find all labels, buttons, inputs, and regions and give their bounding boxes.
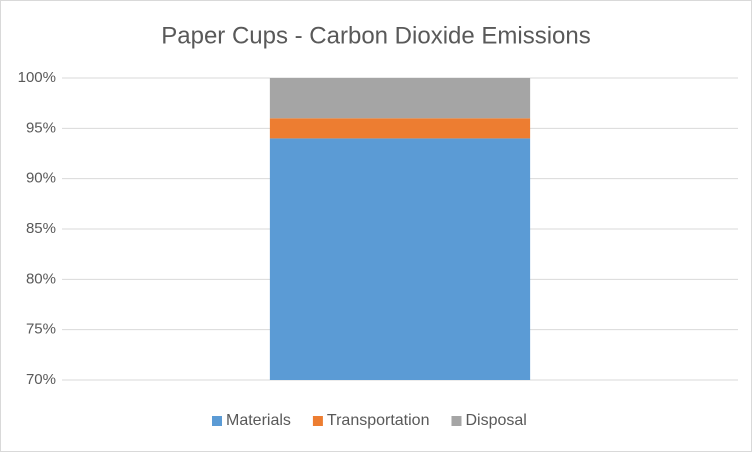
- legend-label: Materials: [226, 412, 291, 429]
- legend-label: Transportation: [327, 412, 430, 429]
- bar-segment: [269, 118, 531, 139]
- y-tick-label: 70%: [26, 371, 56, 388]
- y-tick-label: 80%: [26, 270, 56, 287]
- y-tick-label: 95%: [26, 119, 56, 136]
- bar-segment: [269, 138, 531, 380]
- legend-swatch: [312, 416, 323, 426]
- y-tick-label: 85%: [26, 220, 56, 237]
- chart-title: Paper Cups - Carbon Dioxide Emissions: [161, 22, 591, 49]
- y-tick-label: 75%: [26, 321, 56, 338]
- legend-swatch: [451, 416, 462, 426]
- y-tick-label: 100%: [18, 69, 56, 86]
- legend-swatch: [212, 416, 222, 426]
- legend-label: Disposal: [465, 412, 526, 429]
- y-tick-label: 90%: [26, 170, 56, 187]
- bar-segment: [269, 78, 531, 119]
